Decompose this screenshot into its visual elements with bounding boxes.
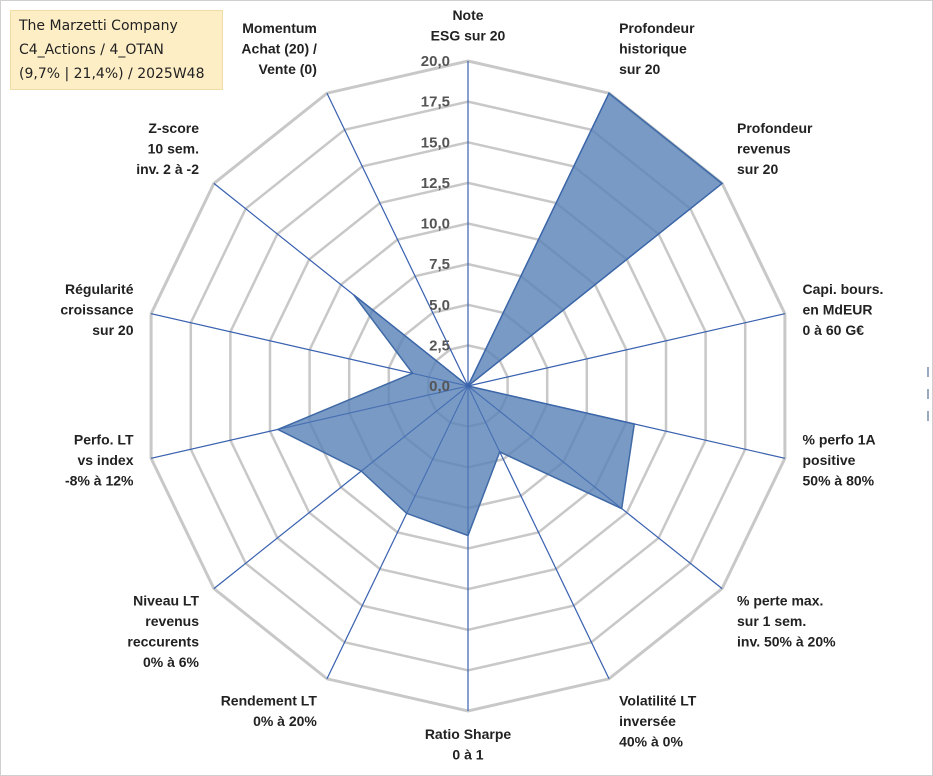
axis-spoke-overlay — [467, 385, 785, 459]
axis-label: Capi. bours. en MdEUR 0 à 60 G€ — [803, 281, 884, 338]
axis-label-line: sur 20 — [737, 161, 778, 177]
axis-spoke-overlay — [467, 385, 723, 589]
axis-label-line: reccurents — [127, 633, 199, 649]
series-area — [276, 92, 724, 537]
axis-label-line: Achat (20) / — [241, 41, 317, 57]
axis-spoke-overlay — [151, 313, 469, 387]
scrollbar-marks — [922, 367, 930, 433]
axis-spoke-overlay — [326, 93, 469, 387]
axis-label-line: Capi. bours. — [803, 281, 884, 297]
axis-label-line: sur 20 — [619, 61, 660, 77]
axis-label: Z-score 10 sem. inv. 2 à -2 — [136, 120, 199, 177]
title-line-1: The Marzetti Company — [19, 18, 178, 34]
axis-label-line: revenus — [145, 613, 199, 629]
axis-label-line: 0 à 1 — [452, 747, 483, 763]
axis-spoke-overlay — [467, 385, 610, 679]
axis-spoke-overlay — [213, 385, 469, 589]
radar-series — [151, 61, 785, 711]
axis-label: Profondeur revenus sur 20 — [737, 120, 813, 177]
tick-label: 2,5 — [429, 337, 450, 354]
axis-label: Perfo. LT vs index -8% à 12% — [65, 432, 134, 489]
title-line-2: C4_Actions / 4_OTAN — [19, 42, 164, 58]
axis-label-line: Régularité — [65, 281, 134, 297]
axis-spoke-overlay — [151, 385, 469, 459]
axis-label-line: revenus — [737, 141, 791, 157]
tick-label: 10,0 — [421, 216, 450, 233]
tick-label: 17,5 — [421, 94, 450, 111]
radial-tick-labels: 0,0 2,5 5,0 7,5 10,0 12,5 15,0 17,5 20,0 — [421, 53, 450, 395]
axis-label-line: inversée — [619, 713, 676, 729]
axis-label-line: 50% à 80% — [803, 473, 875, 489]
axis-label-line: Niveau LT — [133, 592, 199, 608]
tick-label: 15,0 — [421, 134, 450, 151]
title-line-3: (9,7% | 21,4%) / 2025W48 — [19, 66, 205, 82]
axis-label: Régularité croissance sur 20 — [60, 281, 133, 338]
axis-label: % perte max. sur 1 sem. inv. 50% à 20% — [737, 592, 836, 649]
axis-label-line: en MdEUR — [803, 301, 873, 317]
axis-label: Momentum Achat (20) / Vente (0) — [241, 20, 317, 77]
axis-label-line: -8% à 12% — [65, 473, 134, 489]
axis-label-line: Ratio Sharpe — [425, 726, 512, 742]
axis-label-line: ESG sur 20 — [431, 28, 506, 44]
axis-label-line: inv. 2 à -2 — [136, 161, 199, 177]
axis-spoke-overlay — [467, 313, 785, 387]
axis-label-line: positive — [803, 452, 856, 468]
axis-label-line: Rendement LT — [221, 692, 318, 708]
axis-labels: Note ESG sur 20 Profondeur historique sur 20… — [60, 7, 883, 763]
axis-label-line: Momentum — [242, 20, 317, 36]
chart-title-box: The Marzetti Company C4_Actions / 4_OTAN… — [10, 10, 223, 90]
axis-label-line: 0% à 6% — [143, 654, 200, 670]
scroll-tick — [927, 411, 929, 421]
axis-spoke-overlay — [467, 93, 610, 387]
axis-label-line: Z-score — [148, 120, 199, 136]
axis-label: Niveau LT revenus reccurents 0% à 6% — [127, 592, 199, 670]
axis-label-line: Profondeur — [619, 20, 695, 36]
axis-label-line: 0 à 60 G€ — [803, 322, 865, 338]
axis-label-line: 0% à 20% — [253, 713, 317, 729]
tick-label: 5,0 — [429, 297, 450, 314]
tick-label: 20,0 — [421, 53, 450, 70]
tick-label: 0,0 — [429, 378, 450, 395]
axis-label: Ratio Sharpe 0 à 1 — [425, 726, 512, 763]
axis-label: % perfo 1A positive 50% à 80% — [803, 432, 876, 489]
axis-spoke-overlay — [467, 183, 723, 387]
tick-label: 12,5 — [421, 175, 450, 192]
axis-label: Rendement LT 0% à 20% — [221, 692, 318, 729]
axis-label-line: Perfo. LT — [74, 432, 134, 448]
scroll-tick — [927, 367, 929, 377]
axis-label-line: historique — [619, 41, 687, 57]
scroll-tick — [927, 389, 929, 399]
axis-label-line: sur 1 sem. — [737, 613, 806, 629]
tick-label: 7,5 — [429, 256, 450, 273]
axis-spoke-overlay — [326, 385, 469, 679]
axis-label-line: Note — [452, 7, 483, 23]
axis-label-line: vs index — [77, 452, 133, 468]
axis-label-line: Profondeur — [737, 120, 813, 136]
axis-label-line: sur 20 — [92, 322, 133, 338]
axis-label-line: croissance — [60, 301, 133, 317]
axis-label-line: 40% à 0% — [619, 733, 683, 749]
axis-label: Profondeur historique sur 20 — [619, 20, 695, 77]
axis-label-line: Volatilité LT — [619, 692, 697, 708]
axis-label-line: inv. 50% à 20% — [737, 633, 836, 649]
axis-label-line: % perte max. — [737, 592, 823, 608]
axis-label-line: Vente (0) — [259, 61, 317, 77]
axis-label: Note ESG sur 20 — [431, 7, 506, 44]
axis-spoke-overlay — [213, 183, 469, 387]
axis-label-line: 10 sem. — [148, 141, 199, 157]
axis-label: Volatilité LT inversée 40% à 0% — [619, 692, 697, 749]
axis-label-line: % perfo 1A — [803, 432, 876, 448]
